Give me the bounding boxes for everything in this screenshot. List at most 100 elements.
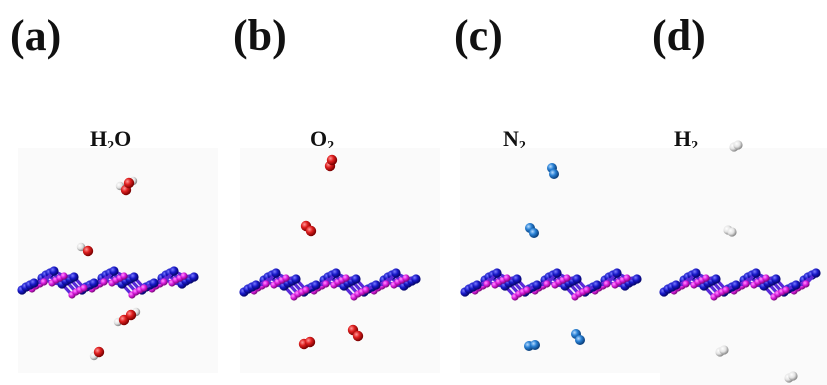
sheet-atom-blue — [29, 278, 39, 288]
n2-molecule-atom — [575, 335, 585, 345]
h2-molecule — [715, 345, 729, 357]
sheet-atom-magenta — [402, 274, 410, 282]
h2-molecule-atom — [733, 140, 743, 150]
panel-letter-d: (d) — [652, 11, 706, 60]
sheet-atom-magenta — [302, 286, 310, 294]
sheet-atom-blue — [169, 266, 179, 276]
sheet-atom-blue — [311, 280, 321, 290]
water-molecule — [123, 176, 138, 189]
molecule-label-d: H2 — [674, 126, 699, 154]
sheet-atom-magenta — [742, 280, 750, 288]
sheet-atom-magenta — [583, 286, 591, 294]
sheet-atom-blue — [492, 268, 502, 278]
sheet-atom-blue — [351, 274, 361, 284]
sheet-atom-blue — [49, 266, 59, 276]
oxygen-atom — [125, 309, 137, 321]
sheet-atom-magenta — [682, 280, 690, 288]
water-molecule — [89, 346, 105, 361]
sheet-atom-magenta — [362, 286, 370, 294]
sheet-atom-blue — [532, 280, 542, 290]
sheet-atom-blue — [711, 274, 721, 284]
n2-molecule — [525, 223, 539, 238]
sheet-atom-magenta — [80, 284, 88, 292]
o2-molecule-atom — [305, 225, 317, 237]
o2-molecule-atom — [352, 330, 364, 342]
sheet-atom-blue — [811, 268, 821, 278]
sheet-atom-magenta — [782, 286, 790, 294]
sheet-atom-blue — [129, 272, 139, 282]
sheet-atom-magenta — [282, 274, 290, 282]
sheet-atom-magenta — [40, 278, 48, 286]
sheet-atom-magenta — [100, 278, 108, 286]
o2-molecule — [298, 336, 316, 350]
graphene-like-sheet — [460, 268, 642, 301]
oxygen-atom — [123, 177, 135, 189]
sheet-atom-blue — [731, 280, 741, 290]
sheet-atom-magenta — [262, 280, 270, 288]
graphene-like-sheet — [239, 268, 421, 301]
sheet-atom-blue — [572, 274, 582, 284]
sheet-atom-blue — [89, 278, 99, 288]
o2-molecule — [347, 324, 364, 342]
sheet-atom-blue — [109, 266, 119, 276]
n2-molecule — [547, 163, 559, 179]
o2-molecule — [300, 220, 317, 237]
h2-molecule — [784, 371, 798, 383]
sheet-atom-magenta — [322, 280, 330, 288]
sheet-atom-blue — [751, 268, 761, 278]
n2-molecule-atom — [529, 228, 539, 238]
oxygen-atom — [82, 245, 94, 257]
panel-letter-a: (a) — [10, 11, 62, 60]
graphene-like-sheet — [17, 266, 199, 299]
sheet-atom-blue — [671, 280, 681, 290]
sheet-atom-magenta — [180, 272, 188, 280]
sheet-atom-magenta — [342, 274, 350, 282]
sheet-atom-magenta — [120, 272, 128, 280]
sheet-atom-blue — [771, 274, 781, 284]
hydrogen-atom — [76, 242, 86, 252]
sheet-atom-blue — [331, 268, 341, 278]
panel-letter-b: (b) — [233, 11, 287, 60]
sheet-atom-blue — [271, 268, 281, 278]
oxygen-atom — [93, 346, 105, 358]
sheet-atom-magenta — [523, 286, 531, 294]
sheet-atom-blue — [592, 280, 602, 290]
sheet-atom-blue — [69, 272, 79, 282]
h2-molecule — [723, 225, 737, 237]
n2-molecule — [524, 340, 540, 351]
sheet-atom-magenta — [722, 286, 730, 294]
sheet-atom-blue — [612, 268, 622, 278]
molecule-label-c: N2 — [503, 126, 526, 154]
sheet-atom-magenta — [802, 280, 810, 288]
sheet-atom-magenta — [543, 280, 551, 288]
sheet-atom-blue — [189, 272, 199, 282]
n2-molecule-atom — [549, 169, 559, 179]
water-molecule — [125, 307, 141, 321]
sheet-atom-blue — [371, 280, 381, 290]
panel-background-c — [460, 148, 660, 373]
panel-background-d — [660, 148, 827, 385]
sheet-atom-magenta — [160, 278, 168, 286]
h2-molecule — [729, 140, 743, 152]
sheet-atom-blue — [691, 268, 701, 278]
sheet-atom-blue — [149, 278, 159, 288]
sheet-atom-blue — [552, 268, 562, 278]
sheet-atom-magenta — [60, 272, 68, 280]
o2-molecule — [324, 154, 338, 172]
sheet-atom-magenta — [762, 274, 770, 282]
sheet-atom-blue — [291, 274, 301, 284]
molecule-label-b: O2 — [310, 126, 335, 154]
sheet-atom-magenta — [503, 274, 511, 282]
sheet-atom-blue — [391, 268, 401, 278]
sheet-atom-magenta — [563, 274, 571, 282]
graphene-like-sheet — [659, 268, 821, 301]
panel-background-a — [18, 148, 218, 373]
sheet-atom-blue — [791, 280, 801, 290]
sheet-atom-magenta — [603, 280, 611, 288]
sheet-atom-blue — [251, 280, 261, 290]
o2-molecule-atom — [326, 154, 338, 166]
o2-molecule-atom — [304, 336, 316, 348]
sheet-atom-blue — [632, 274, 642, 284]
